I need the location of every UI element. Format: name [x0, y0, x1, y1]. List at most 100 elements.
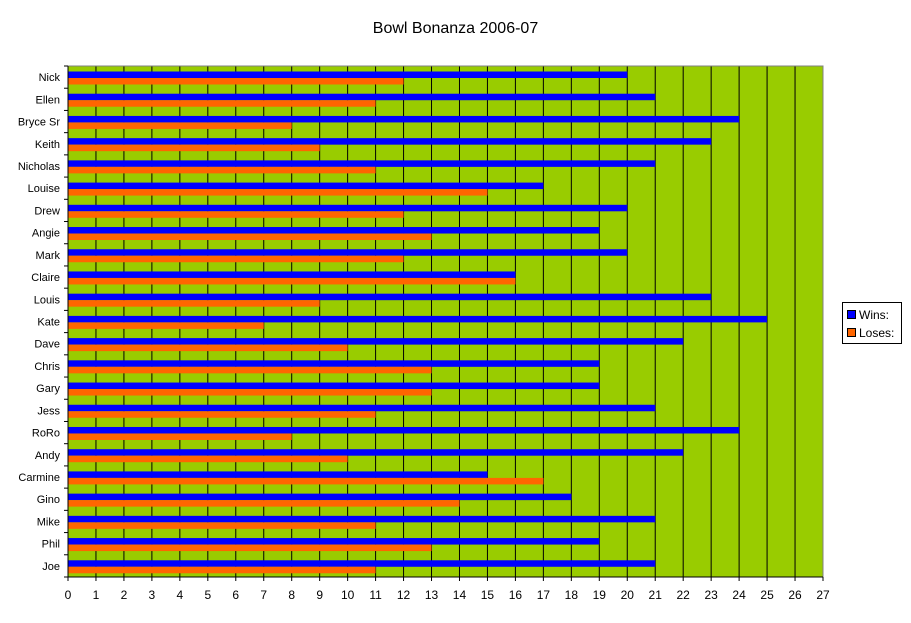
bar-loses	[68, 500, 460, 507]
bar-wins	[68, 560, 656, 567]
y-tick-label: Drew	[34, 205, 60, 217]
bar-wins	[68, 227, 600, 234]
bar-wins	[68, 404, 656, 412]
bar-loses	[68, 522, 376, 529]
legend-swatch-wins	[847, 310, 856, 319]
axes	[64, 65, 824, 581]
y-tick-labels: Nick Ellen Bryce Sr Keith Nicholas Louise Drew…	[18, 72, 61, 573]
bar-wins	[68, 182, 544, 190]
x-tick-label: 13	[425, 588, 439, 602]
bar-loses	[68, 166, 376, 174]
legend-item-loses: Loses:	[847, 326, 894, 340]
bar-loses	[68, 122, 292, 129]
bar-loses	[68, 211, 404, 218]
bar-loses	[68, 233, 432, 241]
bar-loses	[68, 100, 376, 107]
y-tick-label: Gino	[37, 494, 60, 506]
x-tick-label: 18	[565, 588, 579, 602]
x-tick-label: 0	[65, 588, 72, 602]
x-tick-label: 1	[93, 588, 100, 602]
bar-loses	[68, 389, 432, 396]
x-tick-labels: 0 1 2 3 4 5 6 7 8 9 10 11 12 13 14 15 16 17 18 19 20 21 22 23 24…	[65, 588, 830, 602]
y-tick-label: Mark	[36, 250, 61, 262]
y-tick-label: Jess	[37, 405, 60, 417]
x-tick-label: 5	[204, 588, 211, 602]
bar-loses	[68, 433, 292, 440]
y-tick-label: RoRo	[32, 428, 60, 440]
bar-wins	[68, 493, 572, 501]
x-tick-label: 22	[677, 588, 691, 602]
bar-loses	[68, 322, 264, 329]
bar-wins	[68, 115, 740, 123]
bar-wins	[68, 160, 656, 167]
bar-loses	[68, 455, 348, 463]
y-tick-label: Mike	[37, 516, 60, 528]
y-tick-label: Andy	[35, 450, 61, 462]
y-tick-label: Gary	[36, 383, 60, 395]
bar-loses	[68, 544, 432, 552]
x-tick-label: 3	[149, 588, 156, 602]
x-tick-label: 14	[453, 588, 467, 602]
x-tick-label: 23	[704, 588, 718, 602]
x-tick-label: 20	[621, 588, 635, 602]
x-tick-label: 4	[177, 588, 184, 602]
bar-loses	[68, 566, 376, 574]
x-tick-label: 6	[232, 588, 239, 602]
bar-loses	[68, 300, 320, 307]
x-tick-label: 27	[816, 588, 830, 602]
y-tick-label: Chris	[34, 361, 60, 373]
y-tick-label: Bryce Sr	[18, 117, 61, 129]
x-tick-label: 12	[397, 588, 411, 602]
bar-wins	[68, 249, 628, 256]
x-tick-label: 26	[788, 588, 802, 602]
x-tick-label: 7	[260, 588, 267, 602]
x-tick-label: 19	[593, 588, 607, 602]
y-tick-label: Carmine	[18, 472, 60, 484]
bars	[68, 71, 768, 574]
bar-wins	[68, 315, 768, 323]
bar-loses	[68, 411, 376, 418]
x-tick-label: 10	[341, 588, 355, 602]
bar-wins	[68, 449, 684, 456]
bar-wins	[68, 71, 628, 78]
x-tick-label: 2	[121, 588, 128, 602]
bar-loses	[68, 344, 348, 352]
y-tick-label: Kate	[37, 317, 60, 329]
y-tick-label: Dave	[34, 339, 60, 351]
y-tick-label: Angie	[32, 228, 60, 240]
x-tick-label: 8	[288, 588, 295, 602]
bar-wins	[68, 426, 740, 434]
y-tick-label: Nick	[39, 72, 61, 84]
chart-title: Bowl Bonanza 2006-07	[372, 20, 539, 37]
bar-wins	[68, 382, 600, 390]
bar-loses	[68, 277, 516, 285]
y-tick-label: Phil	[42, 539, 60, 551]
y-tick-label: Louis	[34, 294, 61, 306]
bar-wins	[68, 538, 600, 545]
y-tick-label: Louise	[28, 183, 60, 195]
bar-loses	[68, 366, 432, 374]
x-tick-label: 24	[732, 588, 746, 602]
y-tick-label: Keith	[35, 139, 60, 151]
legend-label-wins: Wins:	[859, 308, 889, 322]
bar-loses	[68, 189, 488, 196]
legend-label-loses: Loses:	[859, 326, 895, 340]
bar-wins	[68, 271, 516, 278]
bar-wins	[68, 471, 488, 478]
legend-swatch-loses	[847, 328, 856, 337]
bar-wins	[68, 138, 712, 145]
x-tick-label: 16	[509, 588, 523, 602]
y-tick-label: Joe	[42, 561, 60, 573]
x-tick-label: 15	[481, 588, 495, 602]
x-tick-label: 21	[649, 588, 663, 602]
bar-loses	[68, 78, 404, 85]
bar-loses	[68, 255, 404, 263]
legend: Wins: Loses:	[842, 302, 902, 344]
bar-wins	[68, 338, 684, 345]
y-tick-label: Claire	[31, 272, 60, 284]
x-tick-label: 17	[537, 588, 551, 602]
y-tick-label: Ellen	[36, 94, 60, 106]
legend-item-wins: Wins:	[847, 308, 889, 322]
bar-wins	[68, 204, 628, 212]
